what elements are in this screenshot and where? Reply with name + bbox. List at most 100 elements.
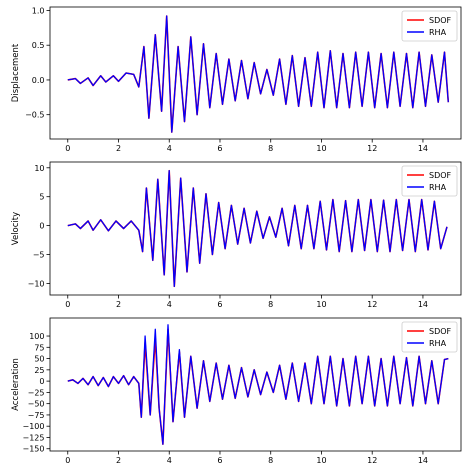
- legend-label-rha: RHA: [429, 183, 447, 192]
- x-tick: 8: [268, 139, 273, 153]
- x-tick: 0: [65, 451, 70, 465]
- series-line-sdof: [67, 169, 448, 288]
- x-tick-label: 12: [367, 456, 377, 465]
- axes-frame: [49, 317, 462, 452]
- legend-label-sdof: SDOF: [429, 327, 452, 336]
- x-tick-label: 10: [316, 456, 326, 465]
- legend: SDOF RHA: [401, 10, 458, 42]
- axes-frame: [49, 6, 462, 140]
- y-tick: −75: [28, 411, 50, 420]
- x-tick: 4: [167, 139, 172, 153]
- x-tick-label: 8: [268, 456, 273, 465]
- x-tick-label: 4: [167, 300, 172, 309]
- y-tick-label: −10: [28, 279, 45, 288]
- x-tick: 6: [217, 139, 223, 153]
- legend-label-rha: RHA: [429, 339, 447, 348]
- y-tick: 0: [39, 222, 50, 231]
- y-tick-label: 75: [34, 343, 44, 352]
- y-tick-label: −50: [28, 400, 45, 409]
- y-tick-label: −150: [23, 445, 45, 454]
- y-tick-label: −0.5: [25, 111, 44, 120]
- y-tick: 25: [34, 366, 50, 375]
- y-tick-label: 50: [34, 355, 44, 364]
- x-tick-label: 10: [316, 144, 326, 153]
- series-line-rha: [67, 170, 448, 287]
- x-tick: 2: [116, 451, 121, 465]
- y-tick-label: 1.0: [32, 6, 45, 15]
- x-tick: 6: [217, 451, 223, 465]
- y-tick-label: −75: [28, 411, 45, 420]
- x-tick-label: 12: [367, 300, 377, 309]
- legend-box: [401, 10, 458, 42]
- y-tick-label: 0.5: [32, 41, 45, 50]
- x-tick: 10: [316, 139, 327, 153]
- x-tick-label: 0: [65, 300, 70, 309]
- x-tick-label: 2: [116, 144, 121, 153]
- x-tick-label: 0: [65, 144, 70, 153]
- x-tick: 10: [316, 451, 327, 465]
- x-tick: 10: [316, 295, 327, 309]
- y-axis-label: Velocity: [11, 212, 21, 245]
- x-tick: 6: [217, 295, 223, 309]
- x-tick: 2: [116, 295, 121, 309]
- x-tick-label: 4: [167, 456, 172, 465]
- y-tick-label: 5: [39, 193, 44, 202]
- y-axis-label: Acceleration: [11, 358, 21, 411]
- y-tick: 0: [39, 377, 50, 386]
- axes-frame: [49, 161, 462, 296]
- x-tick: 0: [65, 295, 70, 309]
- y-tick: 1.0: [32, 6, 50, 15]
- x-tick: 12: [367, 451, 377, 465]
- x-tick: 2: [116, 139, 121, 153]
- y-tick-label: −125: [23, 433, 45, 442]
- x-tick: 14: [418, 139, 428, 153]
- y-tick-label: −25: [28, 388, 45, 397]
- y-tick: 75: [34, 343, 50, 352]
- y-tick: −50: [28, 400, 50, 409]
- x-tick: 8: [268, 295, 273, 309]
- subplot-2: 0 2 4 6 8 10 12 14 −10 −5 0 5 10 Velocity SDOF RHA: [11, 161, 462, 309]
- x-tick: 12: [367, 139, 377, 153]
- y-tick: −10: [28, 279, 50, 288]
- y-tick-label: −100: [23, 422, 45, 431]
- x-tick: 4: [167, 451, 172, 465]
- x-tick: 0: [65, 139, 70, 153]
- legend-label-sdof: SDOF: [429, 16, 452, 25]
- y-tick: 100: [29, 332, 50, 341]
- legend-box: [401, 321, 458, 353]
- x-tick-label: 8: [268, 300, 273, 309]
- x-tick-label: 4: [167, 144, 172, 153]
- subplot-3: 0 2 4 6 8 10 12 14 −150 −125 −100 −75 −50 −25 0 25 50 75 1…: [11, 317, 462, 465]
- y-axis-label: Displacement: [11, 43, 21, 102]
- series-line-rha: [67, 324, 449, 445]
- x-tick-label: 8: [268, 144, 273, 153]
- legend-label-sdof: SDOF: [429, 171, 452, 180]
- x-tick-label: 6: [217, 456, 222, 465]
- y-tick: 50: [34, 355, 50, 364]
- subplot-1: 0 2 4 6 8 10 12 14 −0.5 0.0 0.5 1.0 Displacement SDOF…: [11, 6, 462, 153]
- y-tick-label: 0: [39, 377, 44, 386]
- x-tick: 12: [367, 295, 377, 309]
- y-tick-label: 100: [29, 332, 44, 341]
- y-tick-label: 10: [34, 164, 44, 173]
- y-tick: 0.0: [32, 76, 50, 85]
- series-line-rha: [67, 15, 449, 133]
- x-tick-label: 14: [418, 456, 428, 465]
- y-tick-label: −5: [33, 251, 45, 260]
- y-tick-label: 25: [34, 366, 44, 375]
- y-tick: −150: [23, 445, 50, 454]
- y-tick: 0.5: [32, 41, 50, 50]
- y-tick: −100: [23, 422, 50, 431]
- x-tick-label: 6: [217, 144, 222, 153]
- y-tick: 5: [39, 193, 50, 202]
- y-tick: −25: [28, 388, 50, 397]
- x-tick: 8: [268, 451, 273, 465]
- x-tick-label: 0: [65, 456, 70, 465]
- legend: SDOF RHA: [401, 165, 458, 197]
- x-tick-label: 2: [116, 300, 121, 309]
- x-tick-label: 2: [116, 456, 121, 465]
- x-tick: 4: [167, 295, 172, 309]
- y-tick: −5: [33, 251, 50, 260]
- y-tick-label: 0: [39, 222, 44, 231]
